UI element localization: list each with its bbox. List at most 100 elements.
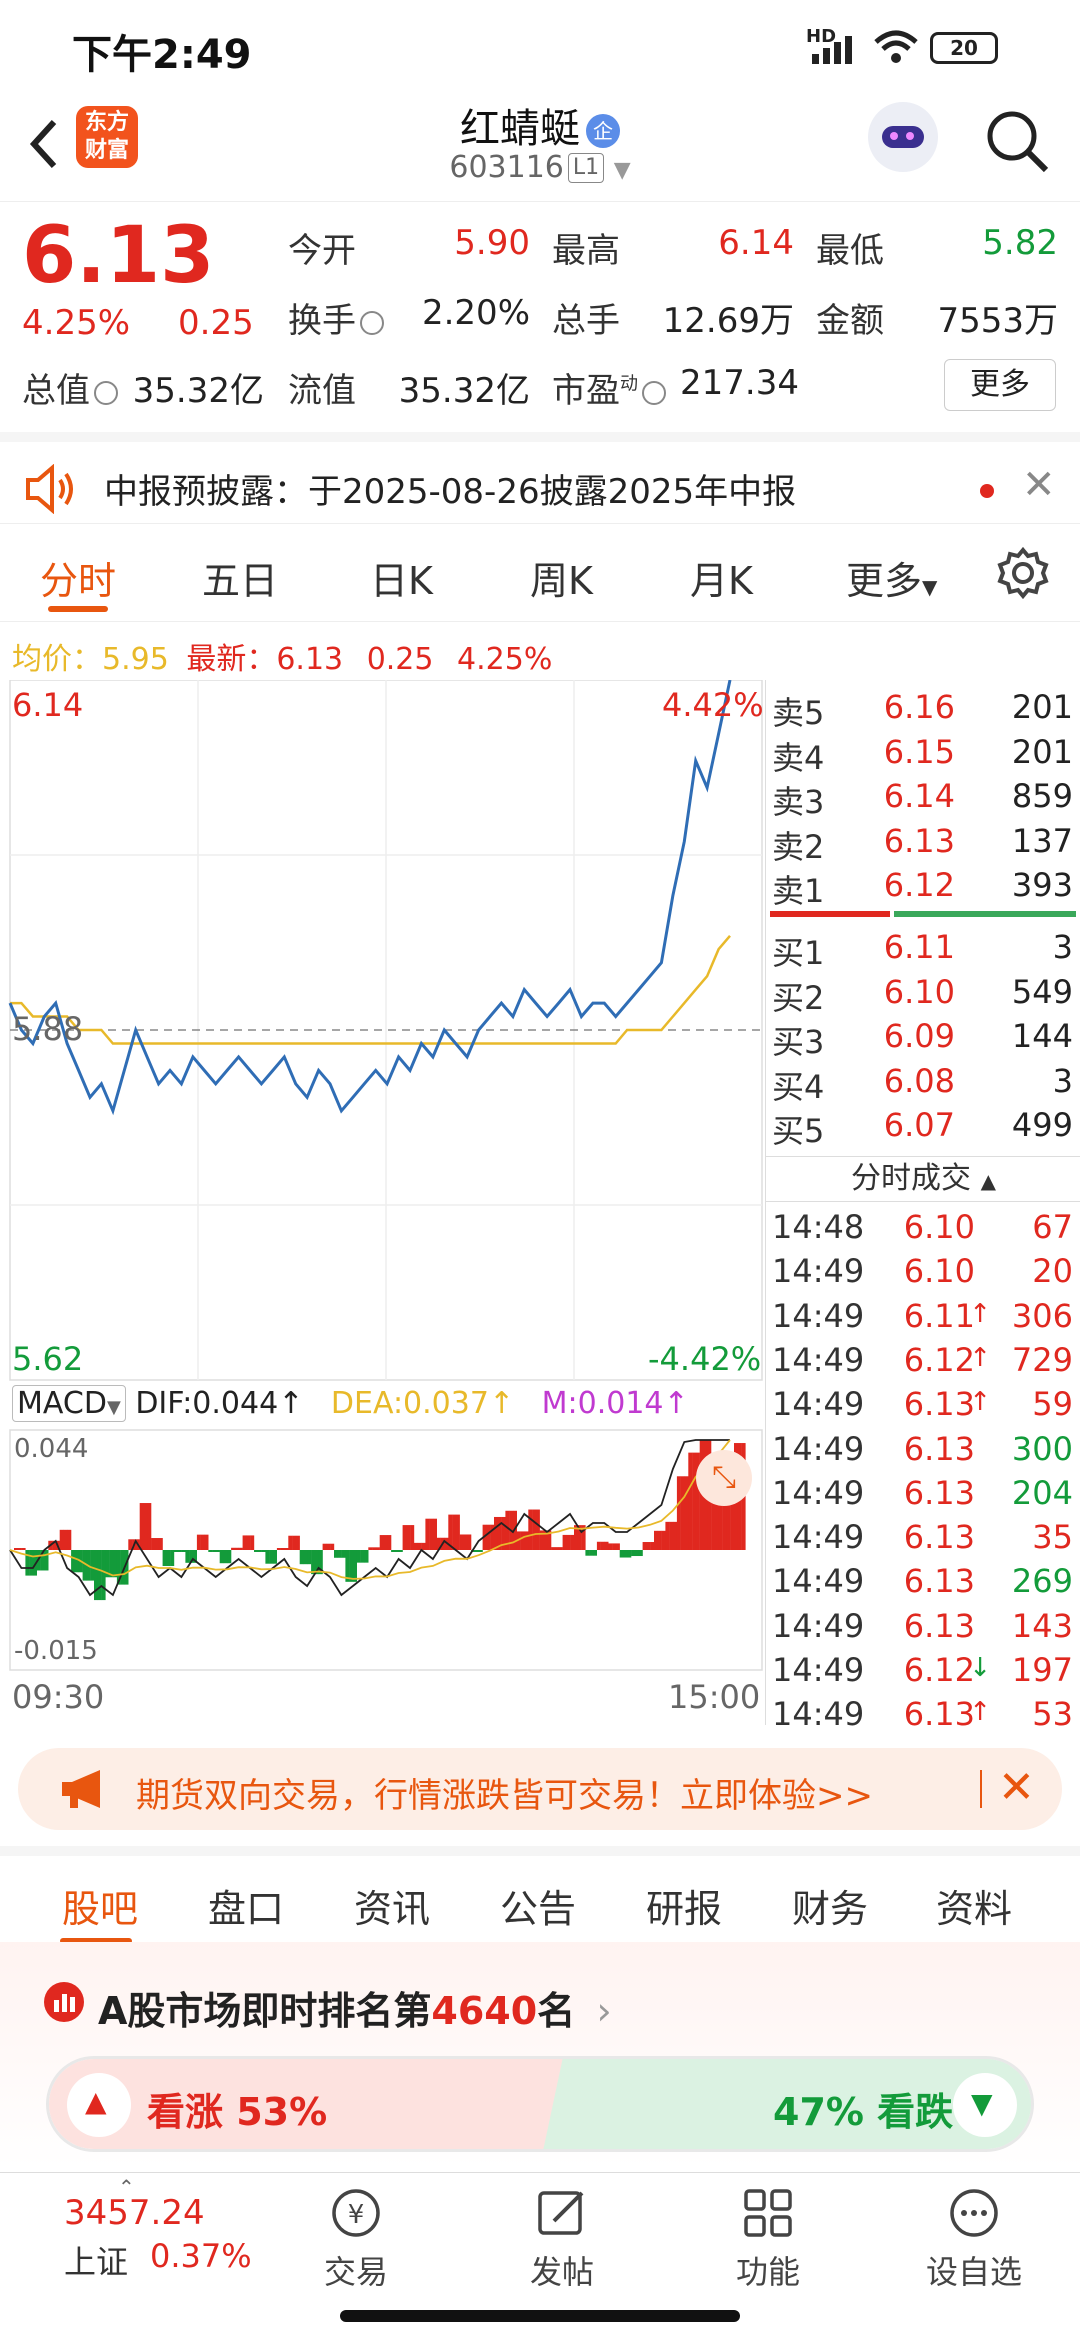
trade-row: 14:49 6.11 ↑ 306 [766,1297,1080,1341]
more-quote-button[interactable]: 更多 [944,359,1056,411]
trade-row: 14:49 6.12 ↑ 729 [766,1341,1080,1385]
nav-functions[interactable]: 功能 [668,2173,868,2297]
tab-guba[interactable]: 股吧 [62,1887,139,1931]
signal-icon [812,36,852,64]
intraday-chart[interactable]: 6.14 5.88 5.62 4.42% -4.42% MACD▼ DIF:0.… [0,679,765,1720]
macd-bar [185,1550,190,1563]
price-line [8,679,732,1116]
macd-selector[interactable]: MACD▼ [12,1385,126,1422]
macd-bar [627,1550,632,1558]
volume-value: 12.69万 [662,301,794,341]
triangle-down-icon: ▼ [971,2087,993,2120]
home-indicator[interactable] [340,2310,740,2322]
tab-announcements[interactable]: 公告 [500,1887,577,1931]
tab-intraday[interactable]: 分时 [40,559,117,603]
info-icon[interactable] [360,310,384,335]
float-label: 流值 [288,371,356,411]
tab-five-day[interactable]: 五日 [202,559,279,603]
macd-bar [105,1550,110,1578]
trade-time: 14:49 [772,1252,865,1291]
assistant-robot-icon[interactable] [868,102,938,172]
macd-bar [433,1518,437,1550]
nav-add-watchlist[interactable]: 设自选 [874,2173,1074,2297]
nav-post[interactable]: 发帖 [462,2173,662,2297]
back-arrow-icon[interactable] [20,112,68,176]
index-ticker[interactable]: ⌃ 3457.24 上证 0.37% [20,2173,260,2297]
vote-up-button[interactable]: ▲ [67,2073,131,2137]
report-notice-bar[interactable]: 中报预披露：于2025-08-26披露2025年中报 ✕ [0,432,1080,524]
macd-bar [402,1525,407,1550]
futures-promo-banner[interactable]: 期货双向交易，行情涨跌皆可交易！立即体验>> ✕ [18,1748,1062,1830]
macd-bar [478,1550,483,1552]
bullish-label: 看涨 53% [147,2090,328,2134]
macd-bar [158,1538,163,1550]
macd-bar [619,1550,624,1558]
dea-value: DEA:0.037 [330,1386,489,1421]
tab-more[interactable]: 更多▼ [846,550,937,605]
macd-bar [63,1529,68,1550]
macd-bar [208,1550,213,1552]
macd-bar [330,1543,335,1550]
ask-level: 卖3 [772,783,825,821]
ranking-card: A股市场即时排名第4640名 › ▲ 看涨 53% 47% 看跌 ▼ [0,1942,1080,2168]
info-icon[interactable] [94,380,118,405]
tab-month-k[interactable]: 月K [690,559,753,603]
macd-bar [334,1550,338,1558]
active-tab-indicator [48,606,108,612]
tab-week-k[interactable]: 周K [530,559,593,603]
trades-header[interactable]: 分时成交 ▲ [766,1156,1080,1202]
close-icon[interactable]: ✕ [1022,462,1056,508]
macd-bar [25,1550,30,1576]
macd-bar [673,1521,677,1550]
stock-code-row[interactable]: 603116 L1 ▼ [0,150,1080,185]
macd-bar [307,1550,312,1565]
ranking-title[interactable]: A股市场即时排名第4640名 › [98,1980,612,2035]
macd-bar [574,1525,578,1550]
close-icon[interactable]: ✕ [998,1762,1035,1813]
macd-bar [528,1509,533,1550]
macd-bar [147,1503,152,1550]
more-dots-icon [950,2189,998,2237]
macd-bar [231,1547,236,1550]
wifi-icon [874,30,918,63]
tab-finance[interactable]: 财务 [792,1887,869,1931]
macd-bar [360,1550,365,1563]
macd-bar [151,1538,156,1550]
tab-research[interactable]: 研报 [646,1887,723,1931]
status-time: 下午2:49 [72,32,252,78]
macd-bar [551,1547,556,1550]
low-value: 5.82 [982,223,1058,263]
macd-bar [113,1550,117,1578]
macd-bar [425,1518,430,1550]
macd-bar [494,1516,498,1550]
vote-down-button[interactable]: ▼ [953,2073,1017,2137]
macd-bar [303,1550,308,1565]
tab-news[interactable]: 资讯 [354,1887,431,1931]
level-badge: L1 [567,153,605,183]
macd-bar [615,1543,620,1550]
macd-bar [612,1543,617,1550]
settings-gear-icon[interactable] [996,546,1050,600]
macd-bar [448,1514,453,1550]
macd-bar [40,1550,45,1571]
bid-level: 买4 [772,1067,825,1106]
trade-price: 6.10 [903,1252,975,1291]
macd-bar [353,1550,357,1582]
macd-bar [21,1548,26,1550]
tab-profile[interactable]: 资料 [936,1887,1013,1931]
macd-bar [566,1534,571,1550]
macd-bar [128,1539,133,1550]
trade-price: 6.13 [903,1695,975,1734]
latest-pct: 4.25% [457,642,553,677]
macd-bar [547,1530,552,1550]
search-icon[interactable] [982,106,1052,176]
battery-level: 20 [950,36,978,60]
macd-bar [273,1550,277,1564]
tab-pankou[interactable]: 盘口 [208,1887,285,1931]
macd-bar [44,1550,49,1571]
info-icon[interactable] [642,380,666,405]
expand-chart-icon[interactable]: ⤡ [696,1450,752,1506]
current-price: 6.13 [22,211,215,301]
nav-trade[interactable]: ¥ 交易 [256,2173,456,2297]
tab-day-k[interactable]: 日K [370,559,433,603]
